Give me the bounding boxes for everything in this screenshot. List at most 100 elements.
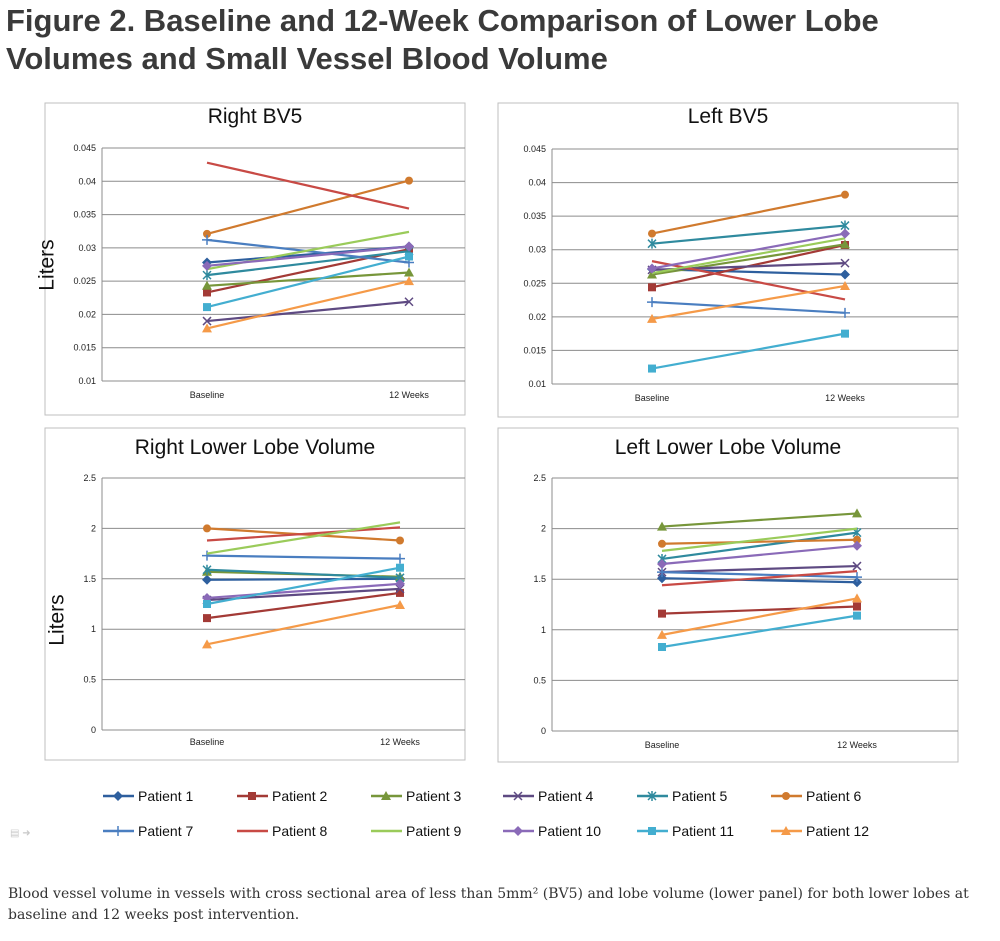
data-point	[404, 241, 414, 252]
legend-label: Patient 7	[138, 823, 193, 839]
data-point	[202, 234, 212, 245]
y-tick-label: 1	[91, 624, 96, 634]
note-icon[interactable]: ▤	[10, 828, 20, 839]
series-line	[206, 300, 410, 323]
data-point	[647, 238, 657, 249]
data-point	[404, 276, 414, 286]
legend-item: Patient 2	[237, 788, 327, 804]
y-tick-label: 0.04	[78, 176, 96, 186]
legend-marker	[513, 826, 523, 836]
data-point	[647, 269, 657, 279]
data-point	[395, 578, 405, 589]
data-point	[657, 521, 667, 531]
data-point	[202, 323, 212, 333]
series-line	[651, 332, 846, 370]
y-tick-label: 0	[541, 726, 546, 736]
series-patient-12	[647, 280, 850, 323]
chart-panel-3: Right Lower Lobe Volume 0 0.5 1 1.5 2 2.5 Basel…	[44, 427, 466, 761]
y-tick-label: 0.015	[73, 343, 96, 353]
legend-label: Patient 1	[138, 788, 193, 804]
y-tick-label: 2	[541, 524, 546, 534]
y-tick-label: 0.035	[523, 211, 546, 221]
series-line	[206, 161, 410, 210]
y-tick-label: 0.01	[78, 376, 96, 386]
y-tick-label: 2	[91, 523, 96, 533]
data-point	[202, 564, 212, 575]
x-tick-label: 12 Weeks	[837, 740, 877, 750]
series-patient-12	[202, 600, 405, 649]
chart-title: Left Lower Lobe Volume	[615, 436, 842, 459]
y-tick-label: 0.015	[523, 345, 546, 355]
series-line	[661, 564, 858, 574]
data-point	[404, 297, 414, 307]
y-tick-label: 0.04	[528, 178, 546, 188]
data-point	[840, 307, 850, 318]
series-patient-2	[203, 588, 404, 623]
y-tick-label: 0.045	[523, 144, 546, 154]
series-patient-11	[203, 252, 413, 312]
y-tick-label: 0.5	[83, 675, 96, 685]
legend-item: Patient 4	[503, 788, 593, 804]
data-point	[658, 609, 666, 618]
y-tick-label: 0.03	[78, 243, 96, 253]
legend-label: Patient 5	[672, 788, 727, 804]
series-line	[206, 566, 401, 606]
slide-nav-icons[interactable]: ▤ ➜	[10, 828, 31, 839]
chart-panel-4: Left Lower Lobe Volume 0 0.5 1 1.5 2 2.5 Baseli…	[497, 427, 959, 763]
series-patient-6	[658, 535, 861, 548]
legend-item: Patient 8	[237, 823, 327, 839]
arrow-icon[interactable]: ➜	[22, 828, 31, 839]
legend-marker	[781, 826, 791, 835]
legend-item: Patient 10	[503, 823, 601, 839]
legend-label: Patient 3	[406, 788, 461, 804]
series-patient-1	[657, 573, 862, 588]
y-tick-label: 1	[541, 625, 546, 635]
data-point	[395, 584, 405, 594]
data-point	[202, 574, 212, 585]
data-point	[405, 176, 413, 185]
series-line	[206, 577, 401, 581]
chart-title: Right Lower Lobe Volume	[135, 436, 376, 459]
series-line	[661, 544, 858, 566]
data-point	[840, 258, 850, 268]
data-point	[396, 536, 404, 545]
series-patient-7	[647, 297, 850, 318]
series-line	[651, 224, 846, 245]
x-tick-label: 12 Weeks	[380, 737, 420, 747]
data-point	[657, 559, 667, 570]
data-point	[203, 600, 211, 608]
series-line	[206, 554, 401, 560]
series-line	[651, 232, 846, 270]
x-tick-label: Baseline	[645, 740, 680, 750]
series-patient-7	[202, 550, 405, 564]
legend-marker	[113, 791, 123, 801]
series-line	[651, 262, 846, 271]
legend-label: Patient 6	[806, 788, 861, 804]
x-tick-label: 12 Weeks	[389, 390, 429, 400]
data-point	[840, 269, 850, 280]
legend-item: Patient 1	[103, 788, 193, 804]
series-patient-8	[206, 161, 410, 210]
data-point	[202, 550, 212, 561]
series-line	[651, 300, 846, 314]
series-line	[651, 193, 846, 235]
y-tick-label: 0.025	[523, 278, 546, 288]
legend-item: Patient 7	[103, 823, 193, 839]
series-line	[651, 284, 846, 320]
legend-label: Patient 8	[272, 823, 327, 839]
series-line	[661, 570, 858, 587]
x-tick-label: Baseline	[190, 737, 225, 747]
y-tick-label: 0.03	[528, 245, 546, 255]
series-patient-11	[648, 329, 849, 373]
legend-item: Patient 3	[371, 788, 461, 804]
chart-title: Right BV5	[208, 105, 303, 128]
chart-frame	[497, 427, 959, 763]
data-point	[658, 539, 666, 548]
legend-marker	[113, 826, 123, 836]
data-point	[648, 364, 656, 373]
legend-marker	[648, 827, 656, 835]
series-line	[661, 614, 858, 649]
series-line	[651, 237, 846, 275]
y-tick-label: 1.5	[83, 574, 96, 584]
series-line	[206, 591, 401, 620]
